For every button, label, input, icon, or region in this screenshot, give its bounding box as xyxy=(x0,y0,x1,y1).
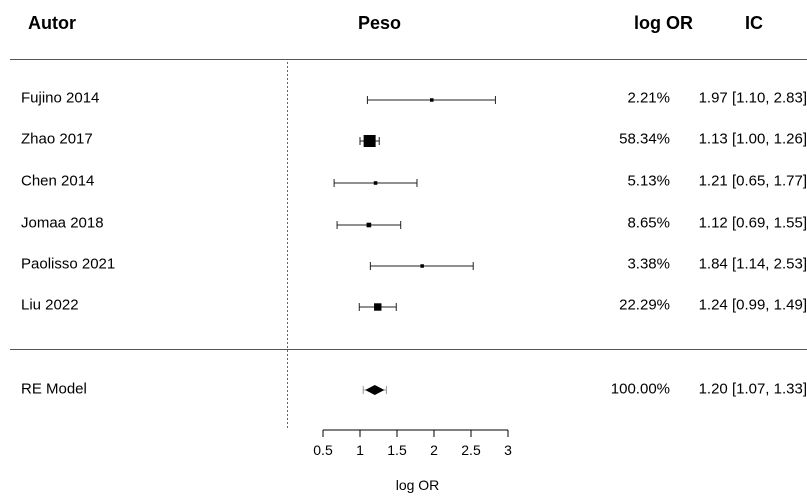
study-weight: 2.21% xyxy=(627,89,670,107)
summary-ci: 1.20 [1.07, 1.33] xyxy=(698,380,807,398)
x-tick-label: 0.5 xyxy=(313,442,333,458)
study-weight: 58.34% xyxy=(619,130,670,148)
study-label: Chen 2014 xyxy=(21,172,95,190)
summary-diamond xyxy=(365,385,385,395)
study-label: Fujino 2014 xyxy=(21,89,100,107)
point-estimate xyxy=(374,303,382,311)
x-tick-label: 2 xyxy=(430,442,438,458)
point-estimate xyxy=(430,98,434,102)
study-ci: 1.97 [1.10, 2.83] xyxy=(698,89,807,107)
point-estimate xyxy=(420,264,424,268)
study-ci: 1.21 [0.65, 1.77] xyxy=(698,172,807,190)
study-label: Liu 2022 xyxy=(21,296,79,314)
study-label: Paolisso 2021 xyxy=(21,255,116,273)
study-ci: 1.24 [0.99, 1.49] xyxy=(698,296,807,314)
header-log-or: log OR xyxy=(634,13,693,33)
study-weight: 22.29% xyxy=(619,296,670,314)
x-tick-label: 3 xyxy=(504,442,512,458)
header-author: Autor xyxy=(28,13,76,33)
study-label: Jomaa 2018 xyxy=(21,214,104,232)
x-tick-label: 2.5 xyxy=(461,442,481,458)
study-weight: 5.13% xyxy=(627,172,670,190)
study-label: Zhao 2017 xyxy=(21,130,93,148)
header-weight: Peso xyxy=(358,13,402,33)
summary-label: RE Model xyxy=(21,380,87,398)
study-ci: 1.84 [1.14, 2.53] xyxy=(698,255,807,273)
x-tick-label: 1 xyxy=(356,442,364,458)
header-ic: IC xyxy=(745,13,763,33)
study-weight: 8.65% xyxy=(627,214,670,232)
study-weight: 3.38% xyxy=(627,255,670,273)
x-axis-label: log OR xyxy=(396,477,440,493)
summary-weight: 100.00% xyxy=(610,380,670,398)
point-estimate xyxy=(366,222,372,228)
study-ci: 1.12 [0.69, 1.55] xyxy=(698,214,807,232)
point-estimate xyxy=(363,135,376,147)
point-estimate xyxy=(373,181,378,185)
study-ci: 1.13 [1.00, 1.26] xyxy=(698,130,807,148)
x-tick-label: 1.5 xyxy=(387,442,407,458)
